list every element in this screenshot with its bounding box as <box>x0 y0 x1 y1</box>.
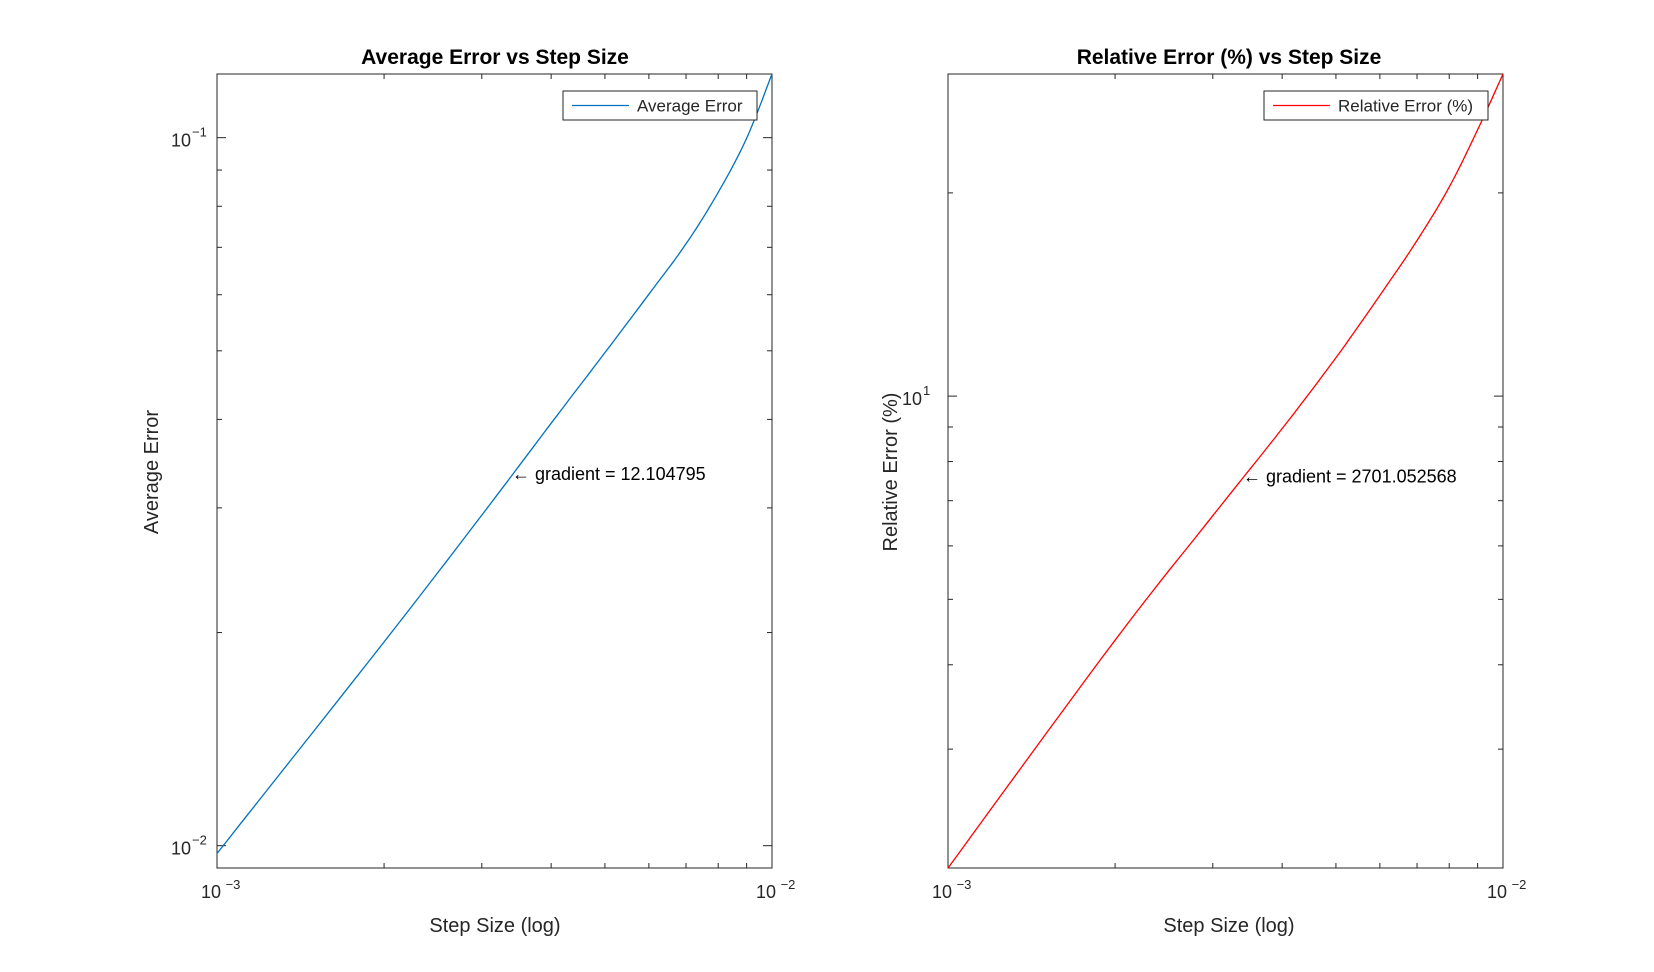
y-tick-label-exponent: −1 <box>192 125 207 140</box>
legend-label: Average Error <box>637 97 743 116</box>
x-tick-label: 10 <box>932 882 952 902</box>
y-tick-label: 10 <box>171 839 191 859</box>
x-tick-label: 10 <box>201 882 221 902</box>
series-line <box>216 73 773 854</box>
x-tick-label-exponent: −3 <box>226 877 241 892</box>
y-tick-label-exponent: 1 <box>923 383 930 398</box>
y-tick-label: 10 <box>171 131 191 151</box>
gradient-annotation: ← gradient = 12.104795 <box>512 464 706 484</box>
series-line <box>947 73 1504 869</box>
x-tick-label: 10 <box>1487 882 1507 902</box>
gradient-annotation: ← gradient = 2701.052568 <box>1243 467 1457 487</box>
legend-label: Relative Error (%) <box>1338 97 1473 116</box>
legend: Relative Error (%) <box>1263 90 1489 121</box>
x-tick-label-exponent: −2 <box>1512 877 1527 892</box>
x-axis-label: Step Size (log) <box>1163 915 1294 937</box>
x-axis-label: Step Size (log) <box>429 915 560 937</box>
y-axis-label: Average Error <box>141 410 163 534</box>
x-tick-label-exponent: −3 <box>957 877 972 892</box>
legend: Average Error <box>562 90 758 121</box>
chart-title: Average Error vs Step Size <box>361 46 629 69</box>
y-tick-label: 10 <box>902 389 922 409</box>
y-axis-label: Relative Error (%) <box>880 393 902 552</box>
plot-area <box>947 73 1504 869</box>
average-error-chart: Average Error vs Step Size Step Size (lo… <box>141 46 795 937</box>
x-tick-label: 10 <box>756 882 776 902</box>
chart-title: Relative Error (%) vs Step Size <box>1077 46 1382 69</box>
y-tick-label-exponent: −2 <box>192 833 207 848</box>
x-tick-label-exponent: −2 <box>781 877 796 892</box>
relative-error-chart: Relative Error (%) vs Step Size Step Siz… <box>880 46 1526 937</box>
